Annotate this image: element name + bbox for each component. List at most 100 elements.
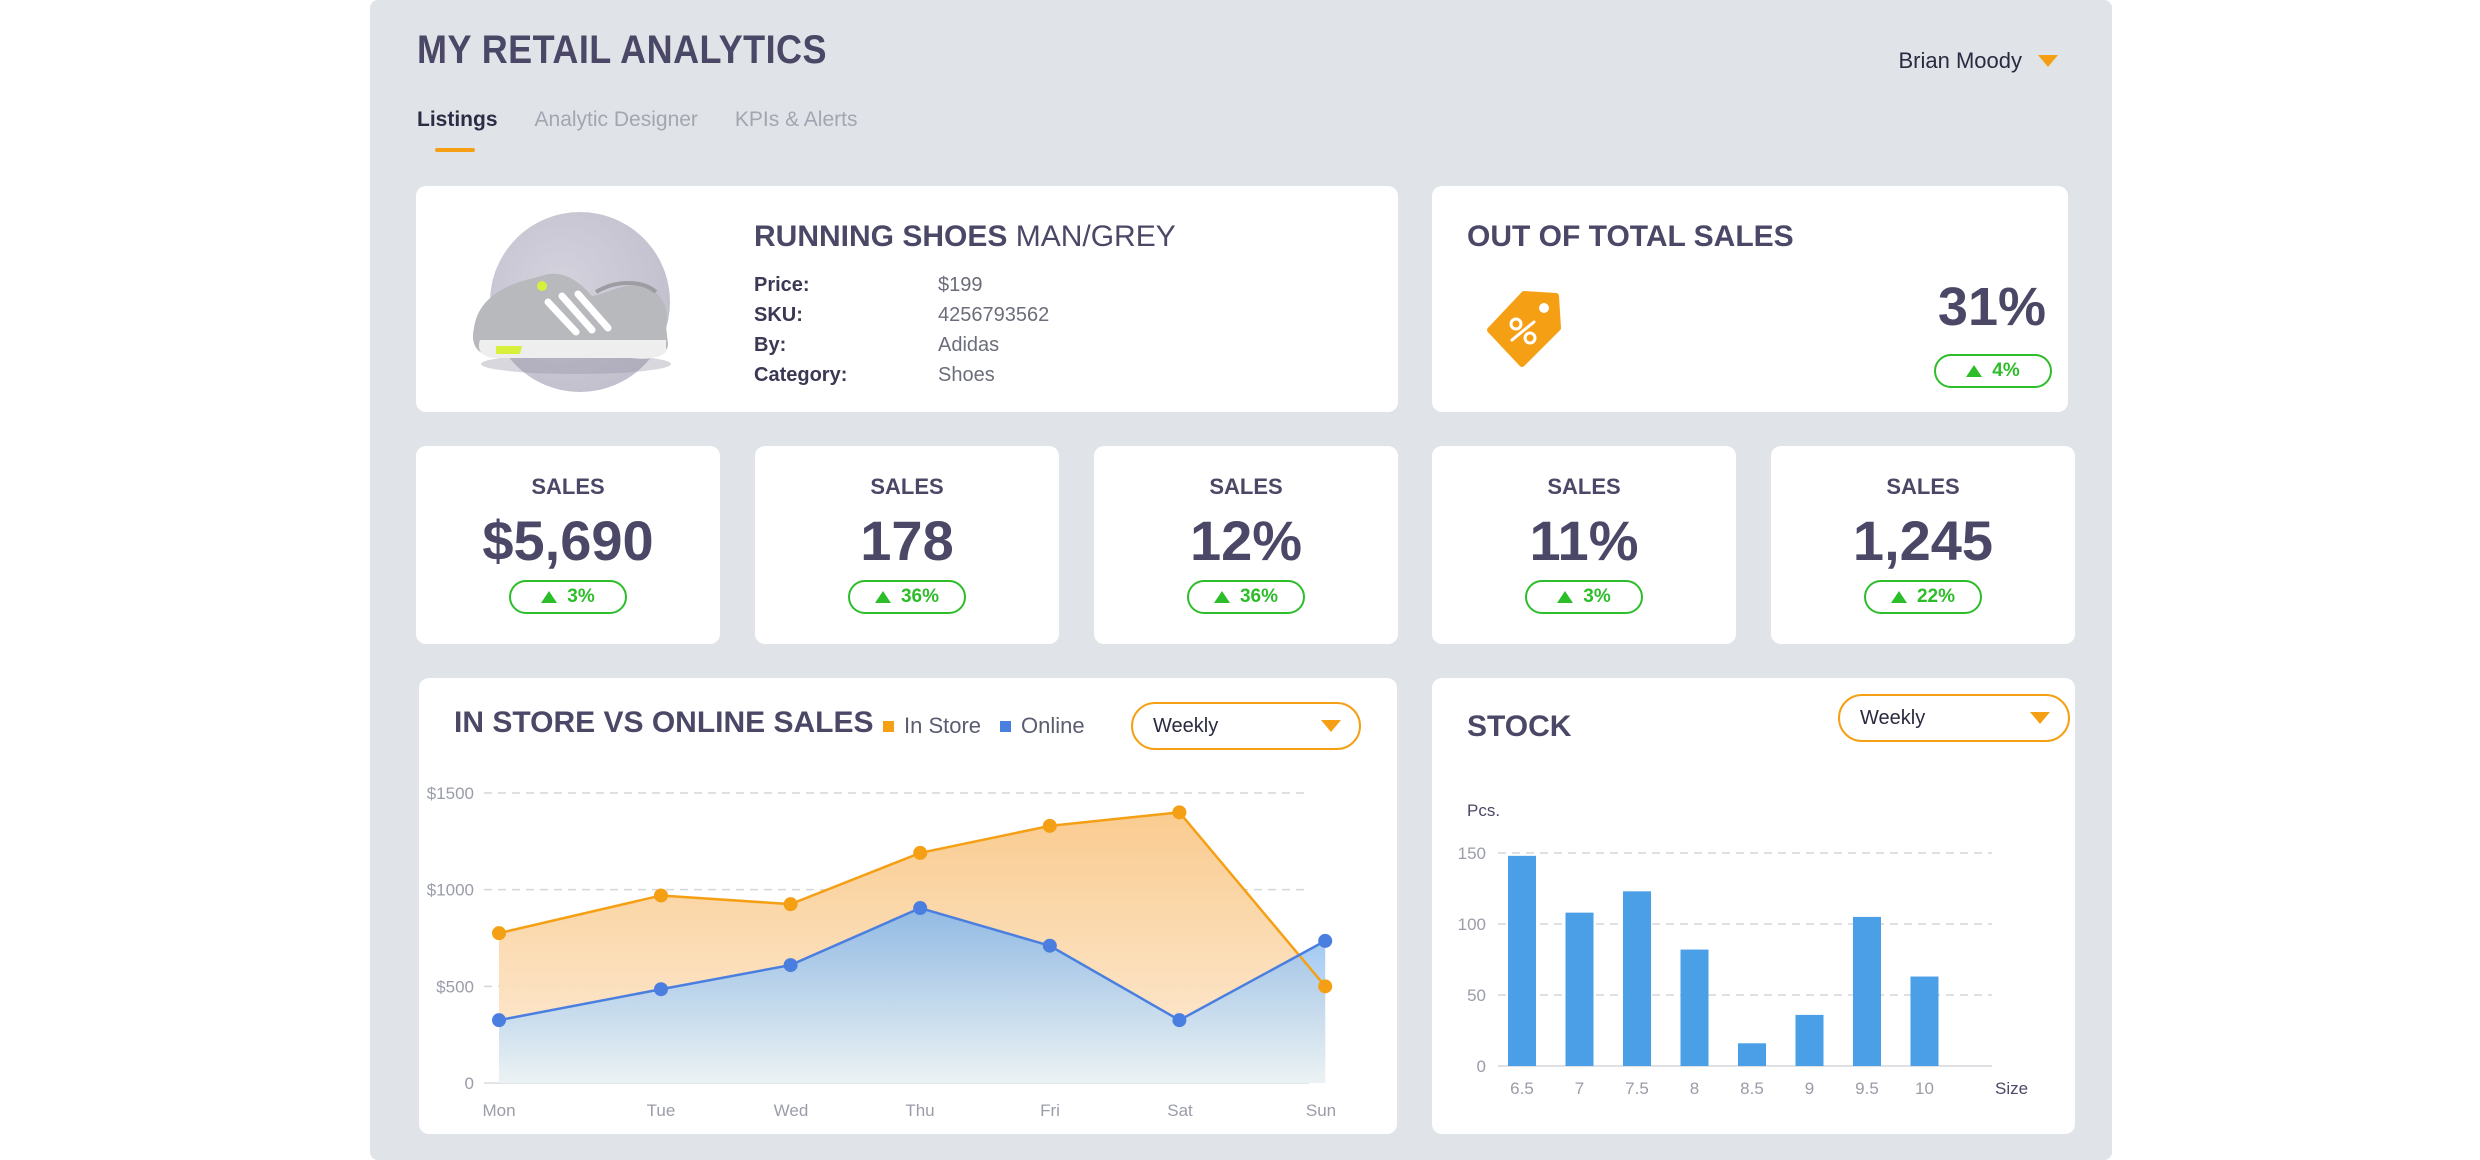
x-tick-label: Sun bbox=[1306, 1101, 1336, 1120]
legend-label: In Store bbox=[904, 713, 982, 738]
online-point bbox=[783, 958, 798, 973]
spec-key: Category: bbox=[754, 364, 848, 386]
delta-value: 36% bbox=[1239, 586, 1279, 607]
x-tick-label: 9.5 bbox=[1855, 1079, 1879, 1098]
stock-bar bbox=[1738, 1043, 1766, 1066]
x-tick-label: Tue bbox=[647, 1101, 676, 1120]
x-tick-label: 9 bbox=[1805, 1079, 1814, 1098]
total-sales-value: 31% bbox=[1937, 277, 2046, 337]
delta-value: 3% bbox=[567, 586, 595, 607]
x-tick-label: 10 bbox=[1915, 1079, 1934, 1098]
kpi-card: SALES 1,245 22% bbox=[1771, 446, 2075, 644]
stock-bar bbox=[1853, 916, 1881, 1066]
stock-chart-title: STOCK bbox=[1467, 710, 1572, 743]
y-tick-label: 0 bbox=[465, 1074, 474, 1093]
spec-key: SKU: bbox=[754, 304, 803, 326]
online-area bbox=[499, 908, 1326, 1083]
product-title: RUNNING SHOES MAN/GREY bbox=[754, 220, 1176, 254]
tab-bar: Listings Analytic Designer KPIs & Alerts bbox=[417, 108, 858, 152]
kpi-delta-badge: 36% bbox=[1187, 580, 1305, 614]
legend-in-store: In Store bbox=[883, 713, 981, 739]
product-variant: MAN/GREY bbox=[1015, 220, 1176, 253]
sales-chart-title: IN STORE VS ONLINE SALES bbox=[454, 706, 874, 739]
kpi-label: SALES bbox=[1209, 474, 1283, 499]
x-tick-label: Fri bbox=[1040, 1101, 1060, 1120]
dropdown-value: Weekly bbox=[1860, 706, 1926, 729]
legend-label: Online bbox=[1021, 713, 1085, 738]
dashboard-panel: MY RETAIL ANALYTICS Brian Moody Listings… bbox=[370, 0, 2112, 1160]
user-menu[interactable]: Brian Moody bbox=[1898, 48, 2058, 74]
stock-bar bbox=[1795, 1014, 1824, 1066]
in-store-point bbox=[913, 845, 928, 860]
stock-bar-chart: Pcs. 0 50 100 150 6.5 7 7.5 8 8.5 9 9.5 10 Size bbox=[1458, 801, 2028, 1098]
total-sales-delta-badge: 4% bbox=[1934, 354, 2052, 388]
app-title: MY RETAIL ANALYTICS bbox=[417, 28, 827, 72]
kpi-value: 178 bbox=[860, 509, 954, 572]
y-tick-label: 100 bbox=[1458, 915, 1486, 934]
in-store-point bbox=[1172, 805, 1187, 820]
triangle-up-icon bbox=[1966, 365, 1983, 377]
in-store-swatch bbox=[883, 720, 894, 732]
spec-key: Price: bbox=[754, 274, 810, 296]
sales-period-dropdown[interactable]: Weekly bbox=[1131, 702, 1361, 750]
spec-value: $199 bbox=[938, 274, 983, 296]
y-tick-label: $1500 bbox=[427, 784, 474, 803]
online-point bbox=[1318, 933, 1333, 948]
stock-bar bbox=[1508, 855, 1536, 1066]
kpi-delta-badge: 22% bbox=[1864, 580, 1982, 614]
triangle-up-icon bbox=[1557, 591, 1574, 603]
online-point bbox=[654, 982, 668, 997]
kpi-delta-badge: 3% bbox=[509, 580, 627, 614]
dropdown-value: Weekly bbox=[1153, 714, 1219, 737]
triangle-up-icon bbox=[1890, 591, 1907, 603]
tab-analytic-designer[interactable]: Analytic Designer bbox=[534, 108, 698, 131]
kpi-value: $5,690 bbox=[482, 509, 654, 572]
x-tick-label: Sat bbox=[1167, 1101, 1193, 1120]
tab-listings[interactable]: Listings bbox=[417, 108, 498, 152]
triangle-up-icon bbox=[541, 591, 558, 603]
tab-kpis-alerts[interactable]: KPIs & Alerts bbox=[734, 108, 858, 131]
delta-value: 22% bbox=[1916, 586, 1956, 607]
sales-area-chart: 0 $500 $1000 $1500 Mon Tue Wed Thu Fri Sat Sun bbox=[427, 784, 1336, 1120]
spec-key: By: bbox=[754, 334, 787, 356]
online-point bbox=[913, 901, 928, 916]
chevron-down-icon bbox=[2030, 712, 2050, 724]
stock-bar bbox=[1910, 976, 1939, 1066]
y-tick-label: $500 bbox=[436, 977, 474, 996]
stock-bar bbox=[1680, 949, 1709, 1066]
online-point bbox=[1172, 1013, 1187, 1028]
y-tick-label: 50 bbox=[1467, 986, 1486, 1005]
in-store-point bbox=[783, 897, 798, 912]
stock-period-dropdown[interactable]: Weekly bbox=[1838, 694, 2070, 742]
kpi-delta-badge: 3% bbox=[1525, 580, 1643, 614]
price-tag-icon bbox=[1487, 291, 1561, 367]
x-tick-label: 7.5 bbox=[1625, 1079, 1649, 1098]
kpi-value: 1,245 bbox=[1852, 509, 1994, 572]
chevron-down-icon bbox=[2038, 55, 2058, 67]
online-point bbox=[1042, 938, 1057, 953]
stock-bar bbox=[1623, 891, 1651, 1066]
x-axis-label: Size bbox=[1995, 1079, 2028, 1098]
online-swatch bbox=[1000, 720, 1011, 732]
kpi-card: SALES 11% 3% bbox=[1432, 446, 1736, 644]
y-tick-label: 0 bbox=[1477, 1057, 1486, 1076]
delta-value: 4% bbox=[1992, 360, 2020, 381]
x-tick-label: 8 bbox=[1690, 1079, 1699, 1098]
y-axis-label: Pcs. bbox=[1467, 801, 1500, 820]
kpi-card: SALES 178 36% bbox=[755, 446, 1059, 644]
kpi-label: SALES bbox=[1547, 474, 1621, 499]
delta-value: 3% bbox=[1583, 586, 1611, 607]
kpi-value: 12% bbox=[1189, 509, 1303, 572]
stock-bar bbox=[1565, 912, 1594, 1066]
x-tick-label: 6.5 bbox=[1510, 1079, 1534, 1098]
in-store-point bbox=[1042, 818, 1057, 833]
spec-value: Adidas bbox=[938, 334, 1000, 356]
kpi-label: SALES bbox=[870, 474, 944, 499]
product-name: RUNNING SHOES bbox=[754, 220, 1008, 253]
kpi-label: SALES bbox=[531, 474, 605, 499]
spec-price: Price: $199 bbox=[754, 274, 983, 297]
x-tick-label: 7 bbox=[1575, 1079, 1584, 1098]
stock-chart-card: STOCK Weekly Pcs. 0 50 100 150 6.5 7 7.5 8 8.5 9 9.… bbox=[1432, 678, 2075, 1134]
in-store-point bbox=[1318, 979, 1333, 994]
product-card[interactable]: RUNNING SHOES MAN/GREY Price: $199 SKU: 42… bbox=[416, 186, 1398, 412]
